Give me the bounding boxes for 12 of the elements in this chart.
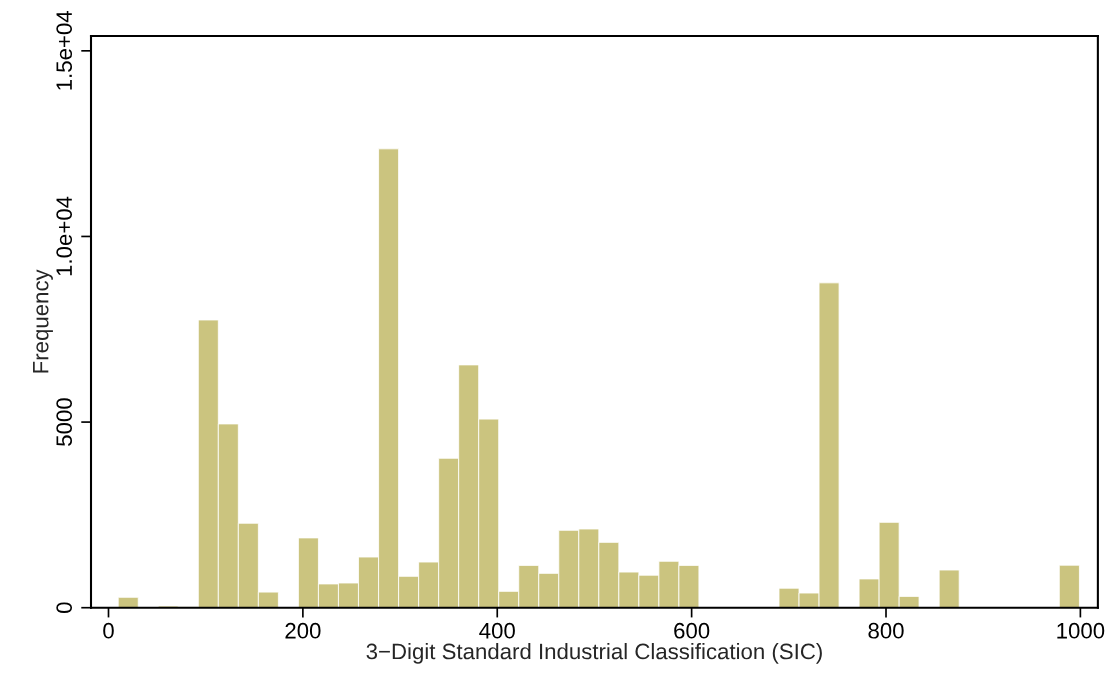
- x-tick-label: 0: [103, 622, 114, 639]
- y-axis-title: Frequency: [33, 269, 53, 373]
- y-tick-label: 0: [56, 602, 73, 614]
- y-tick-label: 1.5e+04: [56, 11, 73, 90]
- x-tick-label: 1000: [1057, 622, 1105, 639]
- x-tick-label: 400: [479, 622, 515, 639]
- y-tick-label: 5000: [56, 398, 73, 446]
- x-tick-label: 200: [285, 622, 321, 639]
- x-tick-label: 800: [868, 622, 904, 639]
- y-tick-label: 1.0e+04: [56, 196, 73, 276]
- x-tick-label: 600: [674, 622, 710, 639]
- x-axis-title: 3−Digit Standard Industrial Classification (SIC): [366, 643, 822, 664]
